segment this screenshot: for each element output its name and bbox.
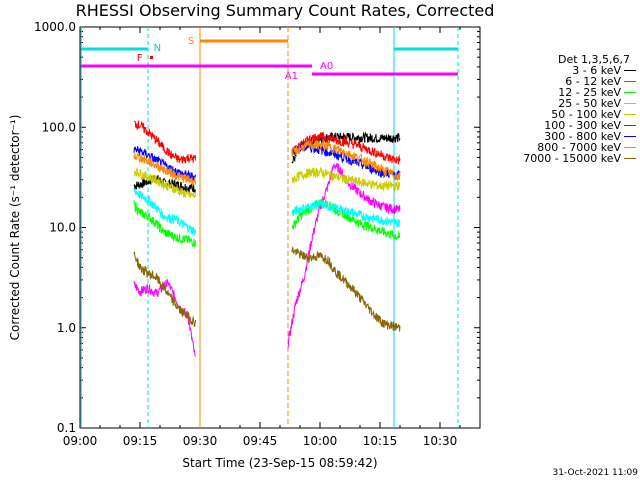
annotation-f: F	[137, 53, 143, 64]
y-tick-label: 1000.0	[34, 20, 76, 34]
legend-entry: 12 - 25 keV	[486, 87, 636, 98]
legend-swatch	[624, 103, 636, 104]
y-tick-label: 10.0	[49, 221, 76, 235]
generation-timestamp: 31-Oct-2021 11:09	[552, 468, 638, 478]
x-tick-label: 09:00	[63, 434, 98, 448]
legend-label: 50 - 100 keV	[551, 108, 621, 121]
y-axis-label: Corrected Count Rate (s⁻¹ detector⁻¹)	[8, 115, 22, 341]
annotation-a1: A1	[285, 71, 298, 82]
x-tick-label: 10:00	[303, 434, 338, 448]
x-axis-label: Start Time (23-Sep-15 08:59:42)	[182, 456, 377, 470]
x-tick-label: 09:15	[123, 434, 158, 448]
x-tick-label: 09:45	[243, 434, 278, 448]
annotation-s: S	[188, 36, 194, 47]
legend-swatch	[624, 81, 636, 82]
y-tick-label: 0.1	[57, 421, 76, 435]
legend-label: 7000 - 15000 keV	[523, 152, 621, 165]
legend-entries: 3 - 6 keV 6 - 12 keV 12 - 25 keV 25 - 50 ke…	[486, 65, 636, 164]
legend-label: 800 - 7000 keV	[537, 141, 621, 154]
legend-entry: 50 - 100 keV	[486, 109, 636, 120]
series-line-4	[133, 186, 401, 236]
legend-swatch	[624, 136, 636, 137]
legend-entry: 800 - 7000 keV	[486, 142, 636, 153]
legend-entry: 300 - 800 keV	[486, 131, 636, 142]
y-tick-label: 1.0	[57, 321, 76, 335]
legend-label: 300 - 800 keV	[544, 130, 621, 143]
flare-marker	[150, 56, 153, 59]
legend-swatch	[624, 125, 636, 126]
x-tick-label: 09:30	[183, 434, 218, 448]
y-tick-label: 100.0	[42, 120, 76, 134]
legend-entry: 7000 - 15000 keV	[486, 153, 636, 164]
chart-legend: Det 1,3,5,6,7 3 - 6 keV 6 - 12 keV 12 - 25…	[486, 54, 636, 164]
legend-entry: 6 - 12 keV	[486, 76, 636, 87]
plot-frame	[79, 26, 481, 429]
series-line-9	[133, 246, 401, 332]
legend-swatch	[624, 158, 636, 159]
legend-swatch	[624, 70, 636, 71]
series-line-2	[133, 162, 401, 357]
series-line-6	[133, 120, 401, 165]
legend-swatch	[624, 114, 636, 115]
legend-label: 25 - 50 keV	[558, 97, 621, 110]
annotation-n: N	[154, 43, 161, 54]
legend-swatch	[624, 92, 636, 93]
legend-entry: 25 - 50 keV	[486, 98, 636, 109]
legend-title: Det 1,3,5,6,7	[557, 53, 630, 66]
legend-entry: 3 - 6 keV	[486, 65, 636, 76]
annotation-a0: A0	[320, 61, 333, 72]
legend-label: 3 - 6 keV	[572, 64, 621, 77]
legend-label: 100 - 300 keV	[544, 119, 621, 132]
chart-title: RHESSI Observing Summary Count Rates, Co…	[75, 1, 495, 20]
series-line-5	[133, 166, 401, 198]
series-line-8	[133, 139, 401, 187]
x-tick-label: 10:15	[363, 434, 398, 448]
legend-swatch	[624, 147, 636, 148]
legend-label: 6 - 12 keV	[565, 75, 621, 88]
legend-label: 12 - 25 keV	[558, 86, 621, 99]
x-tick-label: 10:30	[423, 434, 458, 448]
legend-entry: 100 - 300 keV	[486, 120, 636, 131]
